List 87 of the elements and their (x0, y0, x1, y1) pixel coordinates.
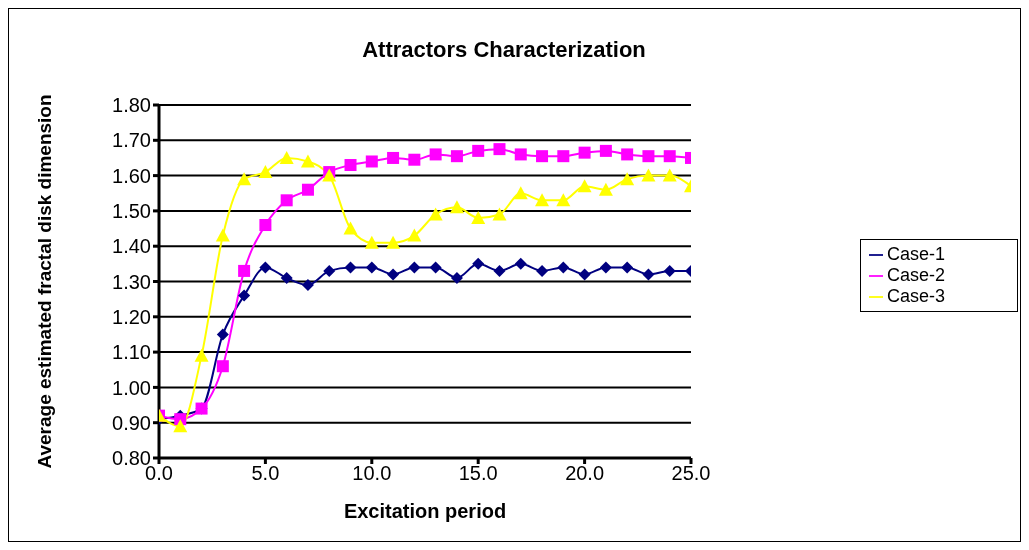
point (599, 261, 612, 274)
point (450, 150, 463, 163)
point (279, 150, 294, 164)
point (578, 146, 591, 159)
point (621, 261, 634, 274)
point (598, 182, 613, 196)
point (536, 150, 549, 163)
point (599, 144, 612, 157)
point (280, 271, 293, 284)
point (258, 165, 273, 179)
point (429, 148, 442, 161)
legend-label: Case-1 (887, 243, 946, 264)
y-tick-label: 1.80 (112, 94, 151, 117)
point (387, 268, 400, 281)
point (492, 207, 507, 221)
point (387, 151, 400, 164)
point (408, 261, 421, 274)
y-axis-title: Average estimated fractal disk dimension (33, 94, 55, 469)
point (471, 210, 486, 224)
point (621, 148, 634, 161)
y-tick-label: 1.00 (112, 376, 151, 399)
point (450, 271, 463, 284)
point (536, 264, 549, 277)
point (449, 200, 464, 214)
point (514, 148, 527, 161)
point (238, 264, 251, 277)
point (493, 264, 506, 277)
point (215, 228, 230, 242)
point (472, 257, 485, 270)
point (662, 168, 677, 182)
y-tick-label: 1.20 (112, 305, 151, 328)
point (365, 155, 378, 168)
y-tick-label: 1.40 (112, 235, 151, 258)
point (428, 207, 443, 221)
point (429, 261, 442, 274)
point (259, 261, 272, 274)
point (194, 348, 209, 362)
y-tick-label: 1.10 (112, 341, 151, 364)
y-tick-label: 1.70 (112, 129, 151, 152)
point (535, 193, 550, 207)
point (407, 228, 422, 242)
point (472, 144, 485, 157)
point (493, 143, 506, 156)
point (663, 150, 676, 163)
point (642, 150, 655, 163)
x-axis-title: Excitation period (343, 500, 507, 522)
point (280, 194, 293, 207)
point (344, 261, 357, 274)
point (301, 183, 314, 196)
x-tick-label: 15.0 (458, 462, 498, 485)
point (259, 219, 272, 232)
point (237, 172, 252, 186)
point (300, 154, 315, 168)
y-tick-label: 1.50 (112, 200, 151, 222)
y-tick-label: 1.60 (112, 164, 151, 187)
point (641, 168, 656, 182)
y-tick-label: 1.30 (112, 270, 151, 293)
point (173, 419, 188, 433)
point (386, 235, 401, 249)
legend-label: Case-2 (887, 264, 946, 285)
point (514, 257, 527, 270)
point (301, 279, 314, 292)
point (557, 150, 570, 163)
point (557, 261, 570, 274)
point (364, 235, 379, 249)
y-tick-label: 0.90 (112, 411, 151, 434)
point (343, 221, 358, 235)
x-tick-label: 5.0 (251, 462, 280, 485)
point (556, 193, 571, 207)
point (642, 268, 655, 281)
point (577, 179, 592, 193)
x-tick-label: 10.0 (352, 462, 392, 485)
legend-label: Case-3 (887, 285, 946, 306)
point (323, 264, 336, 277)
point (344, 159, 357, 172)
point (216, 328, 229, 341)
point (620, 172, 635, 186)
x-tick-label: 25.0 (671, 462, 711, 485)
point (216, 360, 229, 373)
point (365, 261, 378, 274)
chart-title: Attractors Characterization (361, 37, 647, 63)
point (408, 153, 421, 166)
point (663, 264, 676, 277)
point (238, 289, 251, 302)
x-tick-label: 20.0 (565, 462, 605, 485)
point (513, 186, 528, 200)
point (578, 268, 591, 281)
